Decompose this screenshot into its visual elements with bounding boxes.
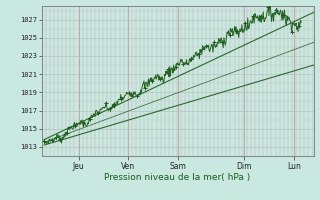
X-axis label: Pression niveau de la mer( hPa ): Pression niveau de la mer( hPa ) [104,173,251,182]
